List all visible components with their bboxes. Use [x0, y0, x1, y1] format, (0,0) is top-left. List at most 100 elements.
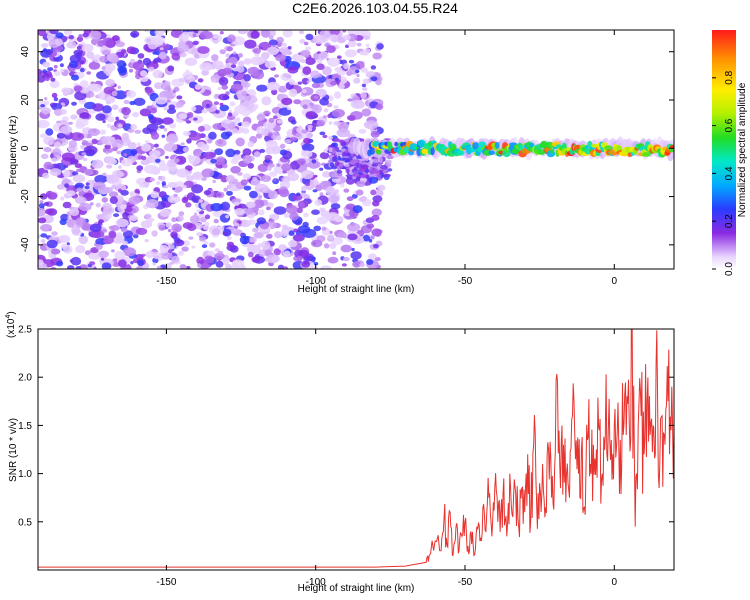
- heatmap-cell: [186, 175, 194, 182]
- heatmap-cell: [288, 79, 296, 85]
- heatmap-cell: [352, 205, 363, 214]
- heatmap-cell: [41, 43, 49, 48]
- heatmap-cell: [276, 36, 284, 44]
- heatmap-cell: [287, 50, 293, 56]
- heatmap-cell: [312, 35, 326, 45]
- y-tick-label: 0: [20, 145, 31, 151]
- heatmap-cell: [331, 237, 343, 245]
- heatmap-cell: [345, 168, 350, 173]
- heatmap-cell: [38, 122, 42, 128]
- heatmap-cell: [334, 146, 340, 152]
- heatmap-cell: [301, 77, 310, 85]
- heatmap-cell: [293, 228, 299, 233]
- heatmap-cell: [356, 42, 362, 47]
- snr-panel: -150 -100 -50 0 0.5 1.0 1.5 2.0 2.5 Height of st…: [5, 311, 675, 594]
- heatmap-cell: [213, 101, 219, 105]
- heatmap-cell: [234, 222, 239, 227]
- heatmap-cell: [232, 83, 242, 90]
- heatmap-cell: [291, 53, 304, 62]
- heatmap-cell: [342, 30, 347, 33]
- heatmap-cell: [369, 147, 376, 155]
- heatmap-cell: [150, 191, 159, 199]
- heatmap-cell: [188, 236, 194, 240]
- heatmap-cell: [39, 193, 48, 200]
- heatmap-cell: [244, 39, 257, 49]
- heatmap-cell: [118, 259, 127, 268]
- heatmap-cell: [136, 142, 142, 147]
- heatmap-cell: [84, 169, 94, 176]
- heatmap-cell: [120, 227, 128, 233]
- heatmap-cell: [52, 148, 62, 157]
- heatmap-cell: [340, 183, 345, 188]
- heatmap-cell: [305, 46, 311, 51]
- heatmap-cell: [156, 265, 161, 269]
- heatmap-cell: [81, 42, 86, 46]
- heatmap-cell: [333, 91, 342, 99]
- heatmap-cell: [316, 216, 328, 225]
- heatmap-cell: [199, 30, 213, 40]
- heatmap-cell: [159, 47, 164, 51]
- heatmap-cell: [215, 157, 226, 166]
- heatmap-cell: [268, 117, 275, 123]
- heatmap-cell: [80, 144, 86, 150]
- heatmap-cell: [122, 240, 128, 246]
- heatmap-cell: [281, 163, 292, 172]
- heatmap-cell: [225, 263, 232, 269]
- heatmap-cell: [101, 136, 116, 146]
- heatmap-cell: [301, 129, 308, 134]
- heatmap-cell: [158, 163, 170, 171]
- heatmap-cell: [111, 90, 118, 97]
- heatmap-cell: [117, 65, 127, 74]
- heatmap-cell: [305, 182, 311, 187]
- heatmap-cell: [313, 95, 319, 99]
- heatmap-cell: [89, 261, 96, 266]
- heatmap-cell: [352, 261, 362, 268]
- heatmap-cell: [89, 223, 102, 232]
- heatmap-cell: [110, 224, 121, 231]
- heatmap-cell: [123, 247, 136, 257]
- heatmap-cell: [208, 131, 217, 140]
- colorbar-tick-label: 0.2: [724, 214, 735, 228]
- heatmap-cell: [55, 32, 64, 39]
- heatmap-cell: [336, 55, 342, 59]
- heatmap-cell: [311, 159, 317, 164]
- heatmap-cell: [351, 168, 359, 174]
- heatmap-cell: [230, 64, 237, 68]
- heatmap-cell: [223, 187, 229, 192]
- heatmap-cell: [344, 149, 349, 154]
- heatmap-cell: [296, 158, 307, 166]
- heatmap-cell: [350, 159, 358, 164]
- heatmap-cell: [263, 199, 268, 203]
- heatmap-cell: [51, 231, 58, 236]
- heatmap-cell: [178, 211, 185, 217]
- heatmap-cell: [75, 121, 85, 129]
- heatmap-cell: [113, 213, 120, 218]
- heatmap-cell: [372, 52, 383, 60]
- heatmap-cell: [81, 140, 89, 146]
- heatmap-cell: [86, 71, 92, 75]
- heatmap-cell: [184, 57, 198, 66]
- heatmap-cell: [204, 214, 211, 220]
- heatmap-cell: [273, 206, 287, 215]
- heatmap-cell: [101, 197, 109, 203]
- heatmap-cell: [152, 262, 157, 266]
- x-tick-label: 0: [612, 577, 618, 588]
- heatmap-cell: [336, 128, 351, 138]
- heatmap-cell: [327, 234, 335, 240]
- heatmap-cell: [101, 262, 112, 269]
- heatmap-cell: [282, 30, 293, 38]
- heatmap-cell: [307, 127, 313, 132]
- heatmap-cell: [300, 192, 307, 197]
- colorbar-ticks: 0.0 0.2 0.4 0.6 0.8: [712, 70, 735, 276]
- heatmap-cell: [302, 221, 309, 228]
- heatmap-cell: [266, 46, 279, 56]
- colorbar-label: Normalized spectral amplitude: [737, 82, 748, 217]
- heatmap-cell: [197, 141, 206, 149]
- heatmap-cell: [280, 143, 286, 149]
- heatmap-cell: [73, 49, 83, 56]
- heatmap-cell: [372, 200, 380, 207]
- snr-ticks: -150 -100 -50 0 0.5 1.0 1.5 2.0 2.5: [18, 325, 674, 588]
- heatmap-cell: [296, 207, 303, 214]
- x-tick-label: -150: [156, 577, 176, 588]
- heatmap-cell: [353, 77, 361, 84]
